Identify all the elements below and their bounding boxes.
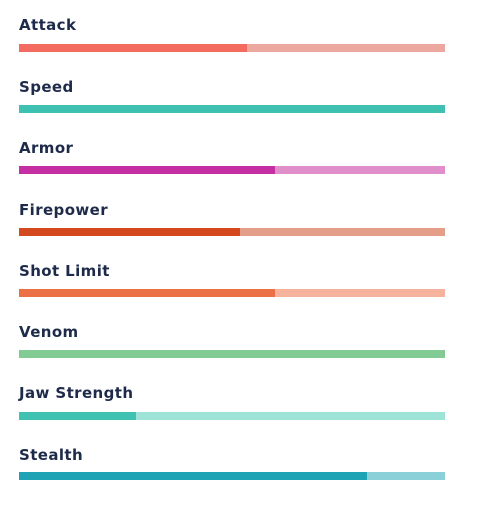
stat-bar-track bbox=[19, 289, 445, 297]
stat-bar-fill bbox=[19, 472, 368, 480]
stat-bar-fill bbox=[19, 105, 445, 113]
stat-label: Speed bbox=[19, 78, 74, 96]
stat-stealth: Stealth bbox=[19, 446, 445, 480]
stat-label: Attack bbox=[19, 16, 77, 34]
stat-bar-track bbox=[19, 44, 445, 52]
stat-shot-limit: Shot Limit bbox=[19, 262, 445, 297]
stat-speed: Speed bbox=[19, 78, 445, 113]
stat-label: Firepower bbox=[19, 201, 109, 219]
stat-jaw-strength: Jaw Strength bbox=[19, 384, 445, 420]
stat-attack: Attack bbox=[19, 16, 445, 52]
stat-bar-fill bbox=[19, 166, 275, 174]
stat-venom: Venom bbox=[19, 323, 445, 358]
stat-bar-fill bbox=[19, 228, 240, 236]
stat-bar-fill bbox=[19, 350, 445, 358]
stat-label: Shot Limit bbox=[19, 262, 110, 280]
stat-bar-track bbox=[19, 412, 445, 420]
stat-bar-track bbox=[19, 105, 445, 113]
stat-bar-fill bbox=[19, 289, 275, 297]
stat-label: Venom bbox=[19, 323, 79, 341]
stat-label: Stealth bbox=[19, 446, 84, 464]
stat-firepower: Firepower bbox=[19, 201, 445, 236]
stat-label: Jaw Strength bbox=[19, 384, 134, 402]
stat-bar-track bbox=[19, 166, 445, 174]
stat-bar-track bbox=[19, 350, 445, 358]
stat-armor: Armor bbox=[19, 139, 445, 174]
stat-label: Armor bbox=[19, 139, 74, 157]
stat-bar-fill bbox=[19, 44, 247, 52]
stat-bar-track bbox=[19, 472, 445, 480]
stat-bar-fill bbox=[19, 412, 137, 420]
stat-bar-track bbox=[19, 228, 445, 236]
